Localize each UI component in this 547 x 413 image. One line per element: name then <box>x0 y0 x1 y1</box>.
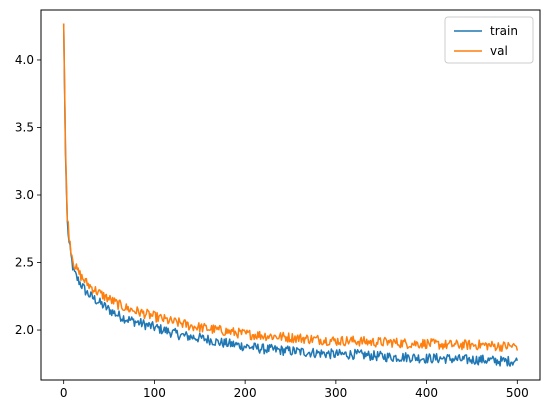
y-tick-label: 4.0 <box>15 53 34 67</box>
x-tick-label: 400 <box>415 386 438 400</box>
x-tick-label: 0 <box>60 386 68 400</box>
legend-box <box>444 16 534 64</box>
x-axis: 0 100 200 300 400 500 <box>60 380 529 400</box>
x-tick-label: 200 <box>234 386 257 400</box>
x-tick-label: 500 <box>506 386 529 400</box>
plot-area <box>41 10 540 380</box>
legend-label-train: train <box>490 24 518 38</box>
legend-label-val: val <box>490 44 508 58</box>
y-tick-label: 2.0 <box>15 323 34 337</box>
series-line-train <box>62 23 519 367</box>
plot-frame <box>40 9 541 381</box>
y-tick-label: 3.5 <box>15 120 34 134</box>
y-tick-label: 2.5 <box>15 256 34 270</box>
series-line-val <box>62 23 519 352</box>
x-tick-label: 100 <box>143 386 166 400</box>
series-layer <box>62 23 519 367</box>
y-tick-label: 3.0 <box>15 188 34 202</box>
y-axis: 2.0 2.5 3.0 3.5 4.0 <box>15 53 41 337</box>
x-tick-label: 300 <box>324 386 347 400</box>
legend: train val <box>444 16 534 64</box>
